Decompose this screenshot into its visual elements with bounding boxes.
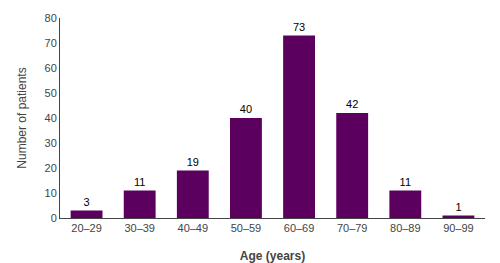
svg-text:19: 19: [187, 156, 199, 168]
svg-text:11: 11: [134, 176, 145, 188]
svg-text:40–49: 40–49: [178, 222, 209, 234]
svg-text:30: 30: [45, 137, 57, 149]
svg-text:20: 20: [45, 162, 57, 174]
svg-text:Number of patients: Number of patients: [15, 67, 29, 168]
svg-text:60–69: 60–69: [284, 222, 315, 234]
svg-text:3: 3: [84, 196, 90, 208]
svg-text:0: 0: [51, 212, 57, 224]
svg-text:80–89: 80–89: [390, 222, 421, 234]
svg-text:90–99: 90–99: [443, 222, 474, 234]
svg-text:Age (years): Age (years): [240, 249, 305, 263]
svg-text:20–29: 20–29: [71, 222, 102, 234]
svg-text:50–59: 50–59: [231, 222, 262, 234]
svg-text:50: 50: [45, 87, 57, 99]
svg-text:40: 40: [240, 103, 252, 115]
svg-text:1: 1: [455, 201, 461, 213]
svg-text:70: 70: [45, 37, 57, 49]
svg-text:70–79: 70–79: [337, 222, 368, 234]
svg-text:80: 80: [45, 12, 57, 24]
svg-text:42: 42: [346, 98, 358, 110]
svg-text:30–39: 30–39: [124, 222, 155, 234]
svg-text:10: 10: [45, 187, 57, 199]
svg-text:73: 73: [293, 21, 305, 33]
svg-text:11: 11: [400, 176, 411, 188]
svg-text:40: 40: [45, 112, 57, 124]
svg-text:60: 60: [45, 62, 57, 74]
